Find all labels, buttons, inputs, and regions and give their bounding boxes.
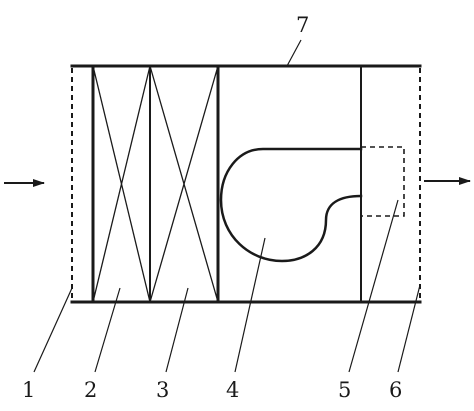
label-7: 7 [296,13,309,37]
label-2: 2 [84,378,97,402]
leader-line-2 [94,287,121,373]
coil-element [149,65,219,303]
fan-outlet-connector [361,146,405,217]
label-3: 3 [156,378,169,402]
leader-line-6 [397,284,421,373]
leader-line-1 [33,287,73,373]
leader-line-4 [234,237,266,373]
leader-line-7 [286,39,302,67]
centrifugal-fan [219,147,363,263]
leader-line-3 [165,287,189,373]
leader-line-5 [348,199,399,373]
label-6: 6 [389,378,402,402]
label-4: 4 [226,378,239,402]
label-5: 5 [338,378,351,402]
filter-element [92,65,151,303]
label-1: 1 [22,378,35,402]
